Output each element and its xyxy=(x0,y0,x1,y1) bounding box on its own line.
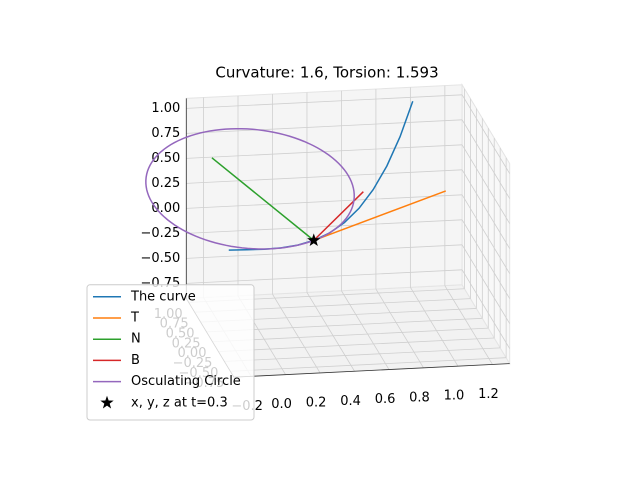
data xyxy=(145,101,447,251)
chart-title: Curvature: 1.6, Torsion: 1.593 xyxy=(215,64,438,82)
grid-line xyxy=(461,244,511,324)
grid-line xyxy=(410,287,459,367)
grid-line xyxy=(341,290,390,370)
back-pane xyxy=(185,84,463,299)
grid-line xyxy=(186,119,463,134)
legend-label: Osculating Circle xyxy=(131,374,241,389)
osculating-circle xyxy=(145,127,355,250)
grid-line xyxy=(186,244,463,259)
grid-line xyxy=(224,347,501,362)
grid-line xyxy=(186,169,463,184)
x-tick-label: 1.0 xyxy=(444,389,465,404)
grid-line xyxy=(272,293,321,374)
grid-line xyxy=(230,357,507,372)
point-marker xyxy=(307,233,321,247)
grid-line xyxy=(461,219,511,299)
grid-line xyxy=(218,337,495,352)
z-tick-label: 0.25 xyxy=(151,176,180,191)
series-line xyxy=(313,190,447,242)
grid-line xyxy=(461,269,511,349)
grid-line xyxy=(461,194,511,274)
z-tick-label: −0.25 xyxy=(140,226,180,241)
legend-label: B xyxy=(131,353,140,368)
grid-line xyxy=(375,288,424,369)
z-tick-label: 0.50 xyxy=(151,151,180,166)
grid-line xyxy=(444,285,493,365)
grid-line xyxy=(186,269,463,284)
grid-line xyxy=(461,94,511,174)
grid-line xyxy=(461,169,511,249)
x-tick-label: 0.2 xyxy=(306,395,327,410)
x-tick-label: 0.6 xyxy=(375,392,396,407)
grid-line xyxy=(461,119,511,199)
z-tick-label: 0.75 xyxy=(151,126,180,141)
grid-line xyxy=(186,94,463,109)
grid-line xyxy=(186,219,463,234)
series-line xyxy=(313,191,364,241)
legend-box xyxy=(86,284,255,421)
legend-label: The curve xyxy=(130,289,196,304)
z-tick-label: 1.00 xyxy=(151,101,180,116)
legend-label: T xyxy=(130,311,139,326)
grid-line xyxy=(461,144,511,224)
grid-line xyxy=(306,292,355,372)
legend-swatch xyxy=(100,395,114,409)
grid-line xyxy=(212,327,489,343)
x-axis-line xyxy=(233,363,510,378)
legend: The curve TNB Osculating Circle x, y, z at … xyxy=(86,284,255,421)
x-tick-label: 0.0 xyxy=(271,397,292,412)
x-tick-label: 0.4 xyxy=(340,394,361,409)
z-tick-label: −0.50 xyxy=(140,251,180,266)
legend-label: N xyxy=(131,332,141,347)
x-tick-label: 1.2 xyxy=(478,387,499,402)
grid-line xyxy=(186,194,463,209)
legend-label: x, y, z at t=0.3 xyxy=(131,395,228,410)
x-tick-label: 0.8 xyxy=(409,390,430,405)
series-line xyxy=(211,157,315,241)
